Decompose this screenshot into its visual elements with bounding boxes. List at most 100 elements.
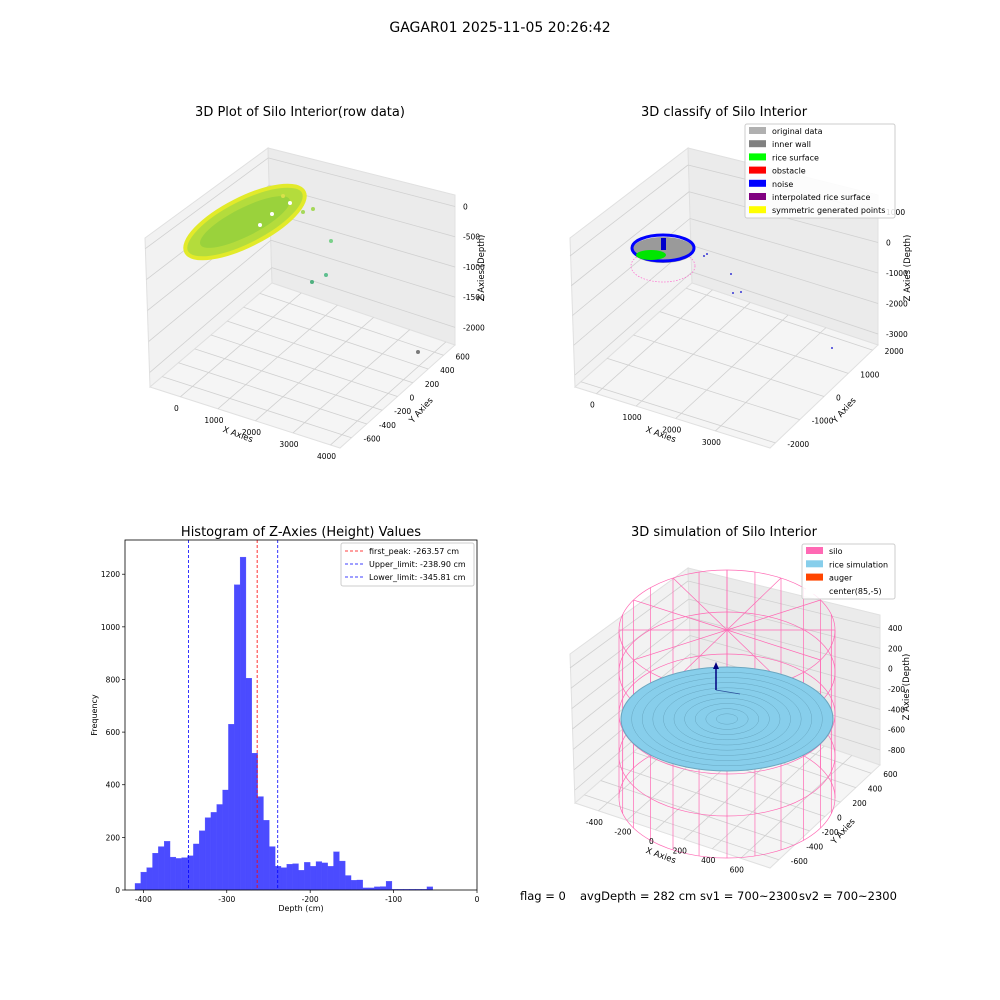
z-gridline xyxy=(571,617,690,709)
classify-3d-rice-surface xyxy=(636,250,666,260)
classify-3d-silo-cloud xyxy=(630,233,696,283)
simulation-3d-x-ticks: -400 -200 0 200 400 600 xyxy=(586,818,744,874)
z-gridline xyxy=(689,616,881,670)
raw-3d-point xyxy=(270,212,274,216)
raw-3d-zlabel: Z Axies (Depth) xyxy=(477,235,487,302)
z-tick-label: -1500 xyxy=(463,293,485,302)
raw-3d-x-ticks: 0 1000 2000 3000 4000 xyxy=(174,404,336,461)
histogram-bar xyxy=(257,796,264,891)
z-gridline xyxy=(569,580,689,669)
z-gridline xyxy=(687,580,881,629)
classify-3d-rim xyxy=(630,233,696,263)
rice-texture-ring xyxy=(716,713,738,725)
z-tick-label: 1000 xyxy=(886,208,905,217)
classify-3d-noise-point xyxy=(703,255,705,257)
footer-avg-depth: avgDepth = 282 cm xyxy=(580,889,696,903)
x-tick-label: 0 xyxy=(475,895,480,904)
y-tick-label: 200 xyxy=(852,799,867,808)
classify-3d-x-ticks: 0 1000 2000 3000 xyxy=(590,401,721,447)
z-gridline xyxy=(572,635,691,730)
y-tick-label: 0 xyxy=(837,814,842,823)
raw-3d-point xyxy=(311,207,315,211)
raw-3d-point xyxy=(288,201,292,205)
z-tick-label: -1000 xyxy=(463,263,485,272)
histogram-bar xyxy=(193,843,200,891)
histogram-bar xyxy=(245,678,252,891)
x-tick-label: 4000 xyxy=(317,452,336,461)
z-tick-label: -500 xyxy=(463,233,480,242)
legend-label: silo xyxy=(829,547,843,556)
legend-swatch xyxy=(806,547,823,554)
histogram-bar xyxy=(310,866,317,891)
classify-3d-z-ticks: 1000 0 -1000 -2000 -3000 xyxy=(886,208,908,339)
silo-roof-rib xyxy=(672,577,728,631)
y-tick-label: 600 xyxy=(883,770,898,779)
z-gridline xyxy=(570,598,689,689)
legend-label: original data xyxy=(772,127,823,136)
rice-texture-ring xyxy=(695,703,760,735)
y-gridline xyxy=(580,381,776,444)
raw-3d-point xyxy=(281,194,285,198)
y-tick-label: 200 xyxy=(106,833,121,842)
y-gridline xyxy=(616,765,810,832)
histogram-bar xyxy=(269,846,276,891)
classify-3d-legend-box xyxy=(744,123,896,219)
y-tick-label: -1000 xyxy=(812,417,834,426)
z-gridline xyxy=(574,271,693,376)
legend-swatch xyxy=(806,586,823,594)
z-gridline xyxy=(688,598,881,649)
raw-3d-z-ticks: 0 -500 -1000 -1500 -2000 xyxy=(463,203,485,333)
x-tick-label: -300 xyxy=(218,895,235,904)
x-tick-label: 1000 xyxy=(204,416,223,425)
legend-label: obstacle xyxy=(772,167,806,176)
y-tick-label: -600 xyxy=(791,857,808,866)
histogram-bar xyxy=(181,857,188,891)
simulation-3d-rice-surface xyxy=(620,666,834,772)
y-gridline xyxy=(259,293,444,356)
histogram-bar xyxy=(263,820,270,891)
histogram-bar xyxy=(239,556,247,891)
raw-3d-cloud-inner xyxy=(199,196,291,248)
histogram-bar xyxy=(222,789,229,891)
classify-3d-y-ticks: -2000 -1000 0 1000 2000 xyxy=(787,347,904,449)
z-tick-label: 400 xyxy=(888,624,903,633)
rice-texture-ring xyxy=(673,692,781,746)
simulation-3d-auger xyxy=(713,662,741,695)
histogram-bar xyxy=(210,812,217,891)
histogram-bar xyxy=(298,870,305,891)
silo-roof-rib xyxy=(726,629,821,661)
x-tick-label: 0 xyxy=(174,404,179,413)
histogram-legend-box xyxy=(340,542,475,587)
histogram-bar xyxy=(152,853,159,891)
histogram-frame xyxy=(124,539,478,891)
rice-texture-ring xyxy=(652,682,802,756)
raw-3d-point xyxy=(310,280,314,284)
histogram-bar xyxy=(321,862,328,891)
histogram-bar xyxy=(292,863,299,891)
legend-label: interpolated rice surface xyxy=(772,193,870,202)
y-gridline xyxy=(633,751,826,817)
x-tick-label: 2000 xyxy=(242,428,261,437)
y-tick-label: 0 xyxy=(115,886,120,895)
panel-classify-3d: 3D classify of Silo Interior 0 1000 2000 30… xyxy=(569,105,913,449)
x-tick-label: 200 xyxy=(673,846,688,855)
histogram-bar xyxy=(175,858,182,891)
x-tick-label: -400 xyxy=(135,895,152,904)
z-gridline xyxy=(691,271,879,335)
z-gridline xyxy=(270,239,456,298)
simulation-3d-zlabel: Z Axies (Depth) xyxy=(902,654,912,721)
y-tick-label: 0 xyxy=(410,394,415,403)
legend-swatch xyxy=(749,206,766,214)
legend-swatch xyxy=(806,573,823,581)
y-tick-label: 400 xyxy=(106,781,121,790)
z-tick-label: -2000 xyxy=(886,300,908,309)
simulation-3d-legend-box xyxy=(801,543,896,600)
histogram-bar xyxy=(315,861,323,891)
y-gridline xyxy=(659,311,849,374)
legend-label: auger xyxy=(829,574,853,583)
raw-3d-point-cloud xyxy=(183,183,420,354)
histogram-bar xyxy=(158,846,165,891)
histogram-bar xyxy=(356,879,363,891)
histogram-bar xyxy=(204,817,212,891)
histogram-lines xyxy=(188,540,279,890)
